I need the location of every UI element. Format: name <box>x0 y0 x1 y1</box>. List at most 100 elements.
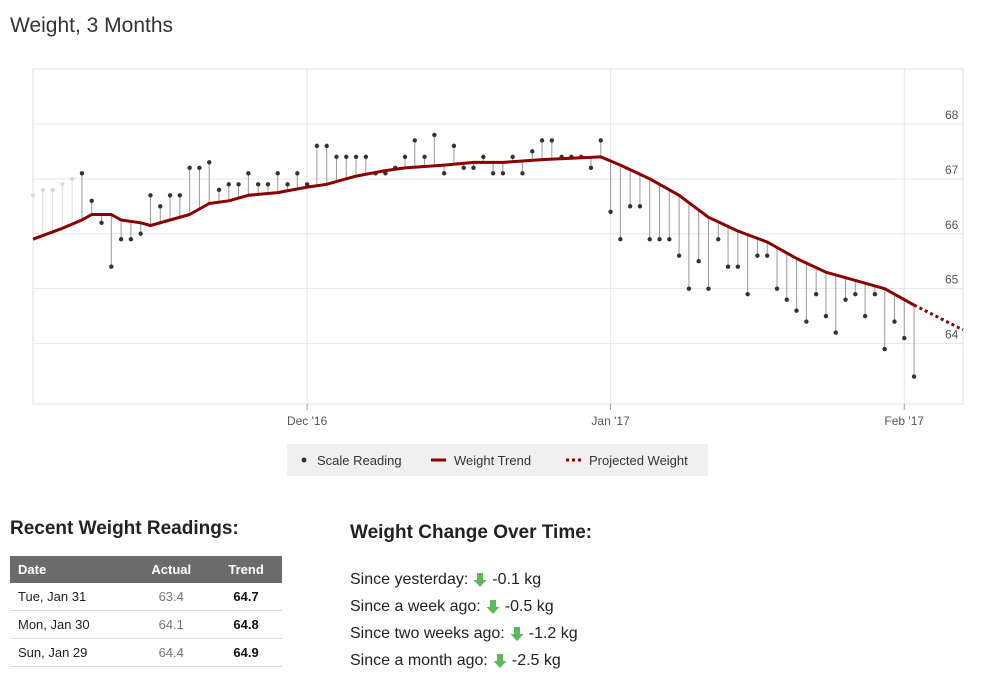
reading-point[interactable] <box>618 237 623 242</box>
reading-point[interactable] <box>412 138 417 143</box>
reading-point[interactable] <box>725 264 731 269</box>
reading-point[interactable] <box>334 154 339 160</box>
reading-point[interactable] <box>765 253 770 258</box>
reading-point[interactable] <box>794 308 799 313</box>
legend-weight-trend[interactable]: Weight Trend <box>454 453 531 468</box>
reading-point[interactable] <box>177 193 183 198</box>
reading-point[interactable] <box>99 220 104 225</box>
reading-point[interactable] <box>344 154 349 160</box>
down-arrow-icon <box>510 626 524 641</box>
reading-point[interactable] <box>79 171 85 176</box>
reading-point[interactable] <box>745 291 750 297</box>
reading-point[interactable] <box>490 171 496 176</box>
reading-point[interactable] <box>706 286 711 291</box>
reading-point[interactable] <box>363 154 369 160</box>
reading-point[interactable] <box>471 165 476 171</box>
down-arrow-icon <box>486 599 500 614</box>
reading-point[interactable] <box>833 330 838 335</box>
x-tick-label: Feb '17 <box>884 414 924 428</box>
reading-point[interactable] <box>89 198 94 204</box>
reading-point[interactable] <box>804 319 809 324</box>
reading-point[interactable] <box>882 346 887 352</box>
reading-point[interactable] <box>422 154 427 160</box>
reading-point[interactable] <box>549 138 555 143</box>
reading-point[interactable] <box>109 264 114 269</box>
reading-point[interactable] <box>432 132 437 138</box>
reading-point-faded <box>70 176 75 181</box>
change-item: Since a week ago: -0.5 kg <box>350 593 578 620</box>
reading-point[interactable] <box>402 154 408 160</box>
reading-point[interactable] <box>823 313 829 319</box>
reading-point[interactable] <box>167 193 173 198</box>
reading-point[interactable] <box>461 165 466 171</box>
reading-point[interactable] <box>627 204 633 209</box>
reading-point[interactable] <box>530 149 535 154</box>
reading-point[interactable] <box>657 237 662 242</box>
change-label: Since a month ago: <box>350 652 488 669</box>
reading-point[interactable] <box>216 187 222 193</box>
reading-point[interactable] <box>187 165 192 171</box>
reading-point[interactable] <box>118 237 124 242</box>
reading-point[interactable] <box>862 313 868 319</box>
reading-point[interactable] <box>647 237 652 242</box>
reading-point[interactable] <box>686 286 692 291</box>
row-date: Sun, Jan 29 <box>10 638 133 667</box>
reading-point[interactable] <box>539 138 545 143</box>
reading-point[interactable] <box>716 237 721 242</box>
table-row: Mon, Jan 30 64.1 64.8 <box>10 610 282 639</box>
reading-point[interactable] <box>608 209 613 214</box>
reading-point[interactable] <box>755 253 760 258</box>
reading-point[interactable] <box>285 182 290 187</box>
reading-point[interactable] <box>481 154 486 160</box>
recent-readings-table: Date Actual Trend Tue, Jan 31 63.4 64.7 … <box>10 556 282 667</box>
reading-point[interactable] <box>598 138 603 143</box>
reading-point[interactable] <box>784 297 789 302</box>
change-value: -0.5 kg <box>504 598 554 615</box>
reading-point[interactable] <box>676 253 682 258</box>
row-actual: 64.1 <box>132 610 211 639</box>
reading-point[interactable] <box>207 160 212 165</box>
reading-point[interactable] <box>197 165 202 171</box>
legend-scale-reading[interactable]: Scale Reading <box>317 453 402 468</box>
reading-point[interactable] <box>128 237 134 242</box>
reading-point[interactable] <box>911 374 917 379</box>
reading-point[interactable] <box>813 291 819 297</box>
reading-point[interactable] <box>265 182 271 187</box>
legend-projected-weight[interactable]: Projected Weight <box>589 453 688 468</box>
reading-point[interactable] <box>696 259 701 264</box>
reading-point[interactable] <box>275 171 280 176</box>
reading-point[interactable] <box>853 291 858 297</box>
reading-point[interactable] <box>843 297 848 302</box>
reading-point[interactable] <box>226 182 231 187</box>
reading-point[interactable] <box>500 171 506 176</box>
reading-point[interactable] <box>735 264 741 269</box>
x-tick-label: Jan '17 <box>591 414 630 428</box>
reading-point[interactable] <box>148 193 153 198</box>
reading-point[interactable] <box>520 171 525 176</box>
reading-point[interactable] <box>892 319 897 324</box>
reading-point[interactable] <box>872 291 878 297</box>
reading-point[interactable] <box>588 165 594 171</box>
legend-background <box>287 444 708 476</box>
reading-point[interactable] <box>902 335 907 341</box>
reading-point[interactable] <box>314 143 320 149</box>
y-tick-label: 65 <box>945 273 959 287</box>
y-tick-label: 66 <box>945 218 959 232</box>
legend: Scale Reading Weight Trend Projected Wei… <box>287 444 708 476</box>
reading-point[interactable] <box>246 171 251 176</box>
reading-point[interactable] <box>667 237 672 242</box>
reading-point[interactable] <box>158 204 163 209</box>
reading-point[interactable] <box>295 171 300 176</box>
reading-point[interactable] <box>324 143 329 149</box>
reading-point[interactable] <box>637 204 643 209</box>
reading-point[interactable] <box>441 171 447 176</box>
reading-point[interactable] <box>353 154 359 160</box>
reading-point[interactable] <box>236 182 241 187</box>
reading-point[interactable] <box>451 143 457 149</box>
reading-point[interactable] <box>138 231 143 236</box>
change-item: Since two weeks ago: -1.2 kg <box>350 620 578 647</box>
reading-point[interactable] <box>255 182 261 187</box>
down-arrow-icon <box>493 653 507 668</box>
reading-point[interactable] <box>774 286 780 291</box>
reading-point[interactable] <box>510 154 515 160</box>
